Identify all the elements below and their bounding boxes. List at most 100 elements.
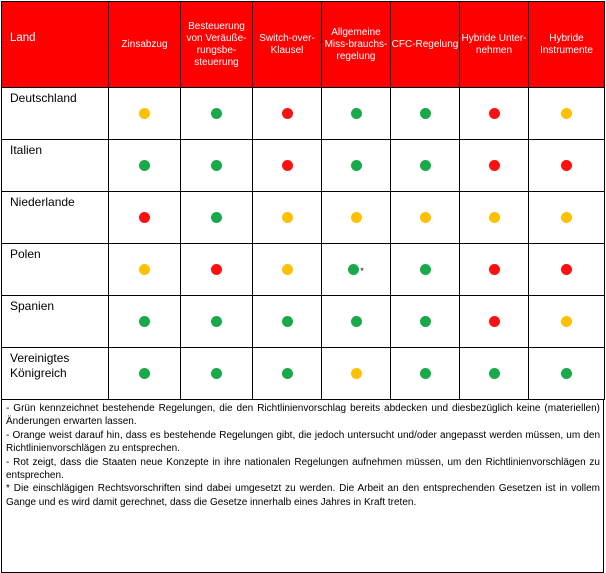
status-cell (390, 139, 460, 192)
status-dot-green (139, 315, 150, 327)
note-asterisk: * Die einschlägigen Rechtsvorschriften s… (6, 483, 600, 508)
status-dot-orange (419, 211, 431, 223)
table-row: Deutschland (1, 87, 605, 140)
table-row: Niederlande (1, 191, 605, 244)
status-cell (528, 87, 605, 140)
header-switch-over: Switch-over-Klausel (252, 1, 322, 88)
status-cell (459, 347, 529, 400)
status-dot-red (281, 159, 293, 171)
header-hybride-unternehmen: Hybride Unter-nehmen (459, 1, 529, 88)
legend-notes: - Grün kennzeichnet bestehende Regelunge… (1, 400, 604, 573)
status-dot-green (419, 159, 431, 171)
status-cell (321, 347, 391, 400)
status-dot-red (488, 159, 500, 171)
status-cell (108, 139, 181, 192)
status-cell (108, 295, 181, 348)
status-cell (528, 243, 605, 296)
header-besteuerung: Besteuerung von Veräuße-rungsbe-steuerun… (180, 1, 253, 88)
status-dot-orange (139, 107, 150, 119)
status-dot-orange (350, 367, 362, 379)
status-cell (321, 295, 391, 348)
header-cfc: CFC-Regelung (390, 1, 460, 88)
status-dot-orange (281, 263, 293, 275)
header-row: Land Zinsabzug Besteuerung von Veräuße-r… (1, 1, 605, 88)
status-cell (528, 191, 605, 244)
status-dot-red (488, 315, 500, 327)
status-cell (390, 87, 460, 140)
status-cell (390, 243, 460, 296)
status-dot-green (281, 315, 293, 327)
status-cell (108, 347, 181, 400)
status-cell (459, 191, 529, 244)
status-dot-green (139, 367, 150, 379)
status-cell (390, 191, 460, 244)
status-cell (459, 295, 529, 348)
table-row: Vereinigtes Königreich (1, 347, 605, 400)
status-dot-red (139, 211, 150, 223)
status-cell (180, 347, 253, 400)
status-cell (321, 139, 391, 192)
status-dot-green (350, 107, 362, 119)
status-dot-green (419, 107, 431, 119)
status-dot-green (350, 159, 362, 171)
note-green: - Grün kennzeichnet bestehende Regelunge… (6, 403, 600, 428)
status-cell (180, 139, 253, 192)
status-cell: * (321, 243, 391, 296)
header-hybride-instrumente: Hybride Instrumente (528, 1, 605, 88)
status-cell (321, 87, 391, 140)
status-cell (108, 243, 181, 296)
footnote-mark: * (360, 266, 364, 277)
status-dot-green (419, 263, 431, 275)
country-label: Italien (1, 139, 109, 192)
note-red: - Rot zeigt, dass die Staaten neue Konze… (6, 456, 600, 482)
status-cell (528, 347, 605, 400)
status-dot-red (211, 263, 222, 275)
status-dot-green (211, 211, 222, 223)
table-body: Deutschland Italien Niederlande Polen * Spani… (1, 87, 605, 400)
status-dot-green (348, 263, 360, 275)
status-dot-orange (488, 211, 500, 223)
status-cell (252, 139, 322, 192)
status-dot-green (211, 159, 222, 171)
status-dot-green (350, 315, 362, 327)
status-cell (180, 87, 253, 140)
status-dot-green (561, 367, 572, 379)
status-dot-red (561, 159, 572, 171)
status-dot-green (211, 107, 222, 119)
status-cell (252, 191, 322, 244)
country-label: Spanien (1, 295, 109, 348)
country-label: Polen (1, 243, 109, 296)
status-dot-green (139, 159, 150, 171)
header-land: Land (1, 1, 109, 88)
status-dot-orange (350, 211, 362, 223)
status-dot-green (211, 315, 222, 327)
table-row: Italien (1, 139, 605, 192)
status-cell (108, 191, 181, 244)
status-cell (528, 139, 605, 192)
status-cell (180, 191, 253, 244)
table-row: Spanien (1, 295, 605, 348)
status-dot-green (419, 315, 431, 327)
status-cell (108, 87, 181, 140)
status-dot-green (281, 367, 293, 379)
status-table: Land Zinsabzug Besteuerung von Veräuße-r… (1, 1, 605, 400)
table-row: Polen * (1, 243, 605, 296)
status-dot-orange (561, 315, 572, 327)
country-label: Niederlande (1, 191, 109, 244)
status-dot-green (211, 367, 222, 379)
status-cell (180, 243, 253, 296)
country-label: Deutschland (1, 87, 109, 140)
status-dot-orange (561, 211, 572, 223)
status-cell (390, 347, 460, 400)
status-dot-red (281, 107, 293, 119)
status-dot-red (488, 263, 500, 275)
status-cell (459, 243, 529, 296)
status-cell (252, 347, 322, 400)
status-cell (459, 87, 529, 140)
status-cell (459, 139, 529, 192)
status-cell (180, 295, 253, 348)
status-dot-red (561, 263, 572, 275)
country-label: Vereinigtes Königreich (1, 347, 109, 400)
status-cell (252, 243, 322, 296)
